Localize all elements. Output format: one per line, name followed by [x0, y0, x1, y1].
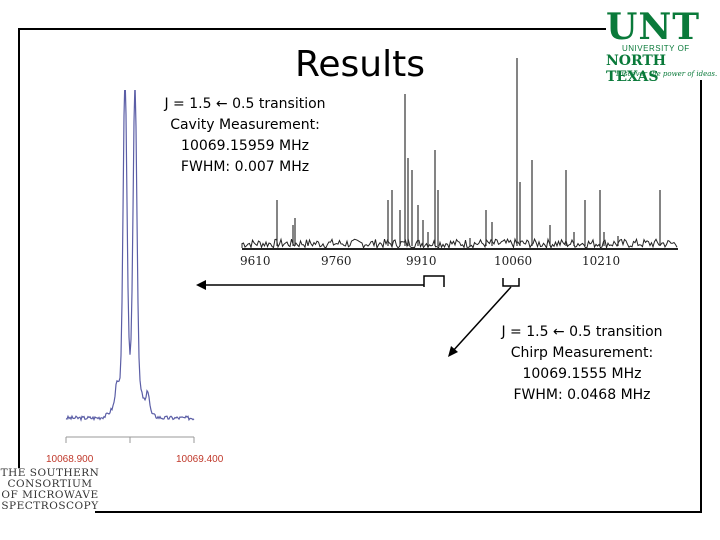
broadband-tick-label: 10060 — [494, 254, 533, 268]
cavity-note-line: J = 1.5 ← 0.5 transition — [164, 96, 326, 112]
broadband-tick-label: 9760 — [321, 254, 352, 268]
cavity-note: J = 1.5 ← 0.5 transition Cavity Measurem… — [148, 94, 342, 178]
chirp-arrow-line — [451, 286, 512, 353]
chirp-bracket — [502, 278, 520, 287]
chirp-note: J = 1.5 ← 0.5 transition Chirp Measureme… — [482, 322, 682, 406]
broadband-tick-label: 9910 — [406, 254, 437, 268]
cavity-note-line: FWHM: 0.007 MHz — [180, 159, 310, 175]
chirp-note-line: J = 1.5 ← 0.5 transition — [501, 324, 663, 340]
cavity-tick-label: 10069.400 — [176, 454, 224, 465]
frame-right-line — [700, 80, 702, 512]
unt-north-texas: NORTH TEXAS — [606, 53, 667, 85]
frame-left-line — [18, 28, 20, 468]
cavity-bracket — [423, 275, 445, 287]
sss-logo-line: THE SOUTHERN — [0, 467, 100, 479]
frame-bottom-line — [95, 511, 702, 513]
unt-wordmark: UNT — [606, 6, 701, 48]
slide-title: Results — [295, 44, 425, 85]
chirp-note-line: Chirp Measurement: — [510, 345, 654, 361]
cavity-note-line: 10069.15959 MHz — [181, 138, 309, 154]
sss-logo-line: OF MICROWAVE — [1, 489, 99, 501]
cavity-note-line: Cavity Measurement: — [170, 117, 320, 133]
broadband-tick-label: 10210 — [582, 254, 621, 268]
sss-logo: THE SOUTHERN CONSORTIUM OF MICROWAVE SPE… — [0, 468, 100, 512]
unt-university-of: UNIVERSITY OF — [622, 44, 690, 53]
cavity-tick-label: 10068.900 — [46, 454, 94, 465]
sss-logo-line: CONSORTIUM — [7, 478, 93, 490]
cavity-spectrum — [65, 90, 195, 443]
broadband-spectrum — [241, 58, 678, 250]
broadband-tick-label: 9610 — [240, 254, 271, 268]
cavity-trace — [65, 90, 195, 422]
cavity-arrow-head — [196, 280, 206, 290]
chirp-note-line: FWHM: 0.0468 MHz — [513, 387, 651, 403]
unt-tagline: Discover the power of ideas. — [616, 70, 718, 78]
chirp-arrow-head — [448, 346, 458, 357]
sss-logo-line: SPECTROSCOPY — [1, 500, 99, 512]
chirp-note-line: 10069.1555 MHz — [522, 366, 642, 382]
broadband-peaks — [276, 58, 661, 246]
frame-top-line — [18, 28, 606, 30]
